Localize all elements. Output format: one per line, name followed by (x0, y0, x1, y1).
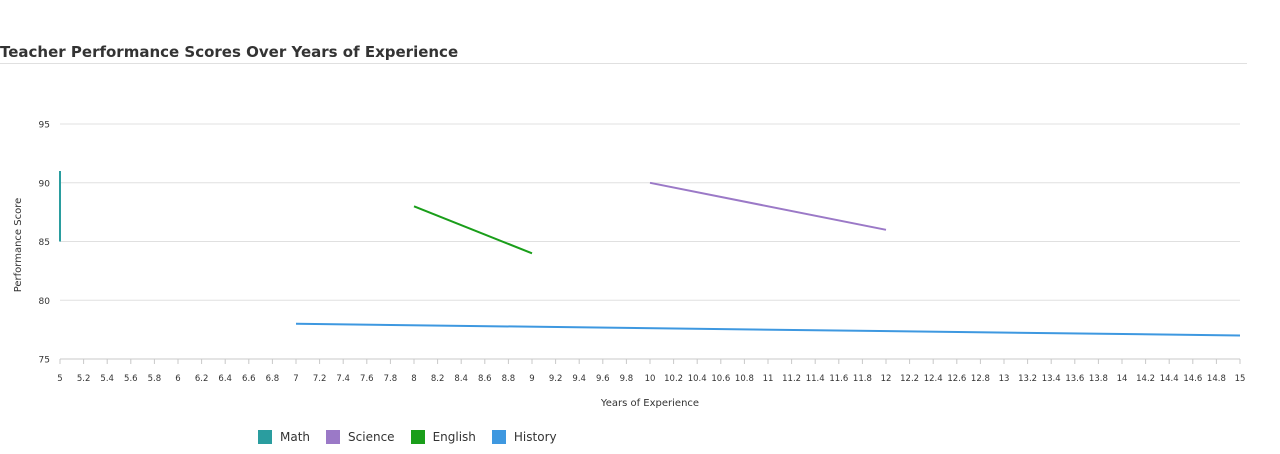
line-chart: 75 80 85 90 95 5 5.2 5.4 5.6 5.8 6 6.2 6.4 6.6 6.8 7 7.… (13, 121, 1246, 410)
x-tick-label: 11.6 (829, 374, 848, 384)
legend-item-science[interactable]: Science (326, 430, 395, 444)
series-lines (59, 171, 1241, 337)
x-tick-label: 6.8 (266, 374, 280, 384)
x-tick-label: 6 (175, 374, 180, 384)
x-tick-label: 14.4 (1160, 374, 1179, 384)
x-tick-label: 9.4 (572, 374, 586, 384)
x-tick-label: 9 (529, 374, 534, 384)
legend-item-math[interactable]: Math (258, 430, 310, 444)
x-tick-label: 12.6 (947, 374, 966, 384)
x-tick-label: 13.6 (1065, 374, 1084, 384)
series-line-history (295, 322, 1241, 337)
x-tick-label: 7.2 (313, 374, 327, 384)
x-tick-label: 7.8 (384, 374, 398, 384)
x-tick-label: 11.8 (853, 374, 872, 384)
title-divider (0, 63, 1247, 64)
legend-label: History (513, 430, 557, 444)
x-tick-label: 10.4 (688, 374, 707, 384)
series-line-english (413, 205, 533, 255)
legend-label: Math (280, 430, 311, 444)
x-tick-label: 7.4 (336, 374, 350, 384)
legend-label: Science (348, 430, 395, 444)
x-tick-label: 15 (1235, 374, 1246, 384)
legend-label: English (432, 430, 476, 444)
legend-item-history[interactable]: History (491, 430, 557, 444)
legend-swatch (410, 430, 425, 444)
legend-swatch (258, 430, 272, 444)
x-tick-label: 7.6 (360, 374, 374, 384)
x-tick-label: 12.8 (971, 374, 990, 384)
grid-lines: 75 80 85 90 95 (39, 121, 1240, 366)
x-tick-label: 10 (645, 374, 656, 384)
y-axis-label: Performance Score (13, 198, 24, 293)
x-tick-label: 6.2 (195, 374, 209, 384)
x-tick-label: 14.6 (1183, 374, 1202, 384)
x-tick-label: 12.2 (900, 374, 919, 384)
legend-swatch (491, 430, 506, 444)
x-tick-label: 5.4 (100, 374, 114, 384)
x-tick-label: 10.2 (664, 374, 683, 384)
x-tick-label: 11.4 (806, 374, 825, 384)
x-tick-label: 8.2 (431, 374, 445, 384)
x-tick-label: 13.2 (1018, 374, 1037, 384)
x-tick-label: 13.8 (1089, 374, 1108, 384)
x-tick-label: 8.8 (502, 374, 516, 384)
x-tick-label: 9.2 (549, 374, 563, 384)
x-tick-label: 5.6 (124, 374, 138, 384)
x-tick-label: 5 (57, 374, 62, 384)
legend-swatch (326, 430, 341, 444)
x-axis: 5 5.2 5.4 5.6 5.8 6 6.2 6.4 6.6 6.8 7 7.2 7.4 7.6 7.8 8… (57, 358, 1246, 384)
series-line-science (649, 181, 887, 231)
legend-item-english[interactable]: English (410, 430, 476, 444)
chart-title: Teacher Performance Scores Over Years of… (0, 43, 459, 61)
x-tick-label: 10.8 (735, 374, 754, 384)
x-tick-label: 6.6 (242, 374, 256, 384)
x-tick-label: 14 (1117, 374, 1128, 384)
x-axis-label: Years of Experience (600, 398, 699, 409)
x-tick-label: 8 (411, 374, 416, 384)
x-tick-label: 8.4 (454, 374, 468, 384)
y-tick-label: 80 (39, 297, 51, 307)
x-tick-label: 6.4 (218, 374, 232, 384)
y-tick-label: 75 (39, 356, 50, 366)
x-tick-label: 12.4 (924, 374, 943, 384)
y-tick-label: 85 (39, 238, 50, 248)
x-tick-label: 13.4 (1042, 374, 1061, 384)
x-tick-label: 9.8 (620, 374, 634, 384)
x-tick-label: 11 (763, 374, 774, 384)
x-tick-label: 8.6 (478, 374, 492, 384)
chart-legend: Math Science English History (258, 430, 557, 444)
x-tick-label: 14.2 (1136, 374, 1155, 384)
x-tick-label: 5.8 (148, 374, 162, 384)
x-tick-label: 13 (999, 374, 1010, 384)
x-tick-label: 5.2 (77, 374, 91, 384)
y-tick-label: 90 (39, 179, 51, 189)
x-tick-label: 11.2 (782, 374, 801, 384)
x-tick-label: 10.6 (711, 374, 730, 384)
x-tick-label: 14.8 (1207, 374, 1226, 384)
x-tick-label: 9.6 (596, 374, 610, 384)
y-tick-label: 95 (39, 121, 50, 131)
x-tick-label: 12 (881, 374, 892, 384)
x-tick-label: 7 (293, 374, 298, 384)
